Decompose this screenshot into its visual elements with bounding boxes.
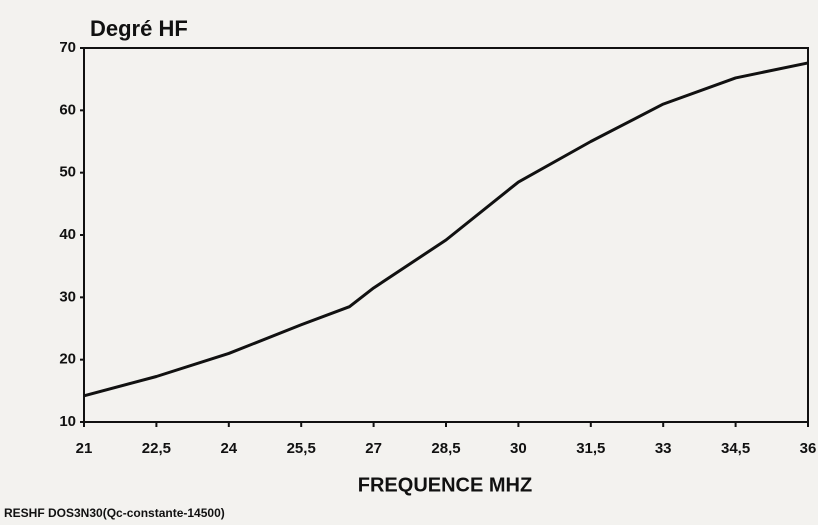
x-tick-label: 27 <box>365 440 382 457</box>
x-tick-label: 22,5 <box>142 440 171 457</box>
y-tick-label: 40 <box>59 226 76 243</box>
x-tick-label: 30 <box>510 440 527 457</box>
x-tick-label: 36 <box>800 440 817 457</box>
y-tick-label: 60 <box>59 101 76 118</box>
x-tick-label: 31,5 <box>576 440 605 457</box>
line <box>83 61 809 398</box>
x-axis-label: FREQUENCE MHZ <box>358 474 532 496</box>
x-tick-label: 25,5 <box>287 440 316 457</box>
x-tick-label: 21 <box>76 440 93 457</box>
y-tick-label: 70 <box>59 39 76 56</box>
y-tick-label: 50 <box>59 164 76 181</box>
chart-title: Degré HF <box>90 16 188 41</box>
x-tick-label: 28,5 <box>431 440 460 457</box>
y-tick-label: 20 <box>59 351 76 368</box>
y-tick-label: 10 <box>59 413 76 430</box>
footer: RESHF DOS3N30(Qc-constante-14500) <box>4 506 225 520</box>
x-tick-label: 33 <box>655 440 672 457</box>
y-tick-label: 30 <box>59 288 76 305</box>
x-tick-label: 24 <box>220 440 237 457</box>
x-tick-label: 34,5 <box>721 440 750 457</box>
